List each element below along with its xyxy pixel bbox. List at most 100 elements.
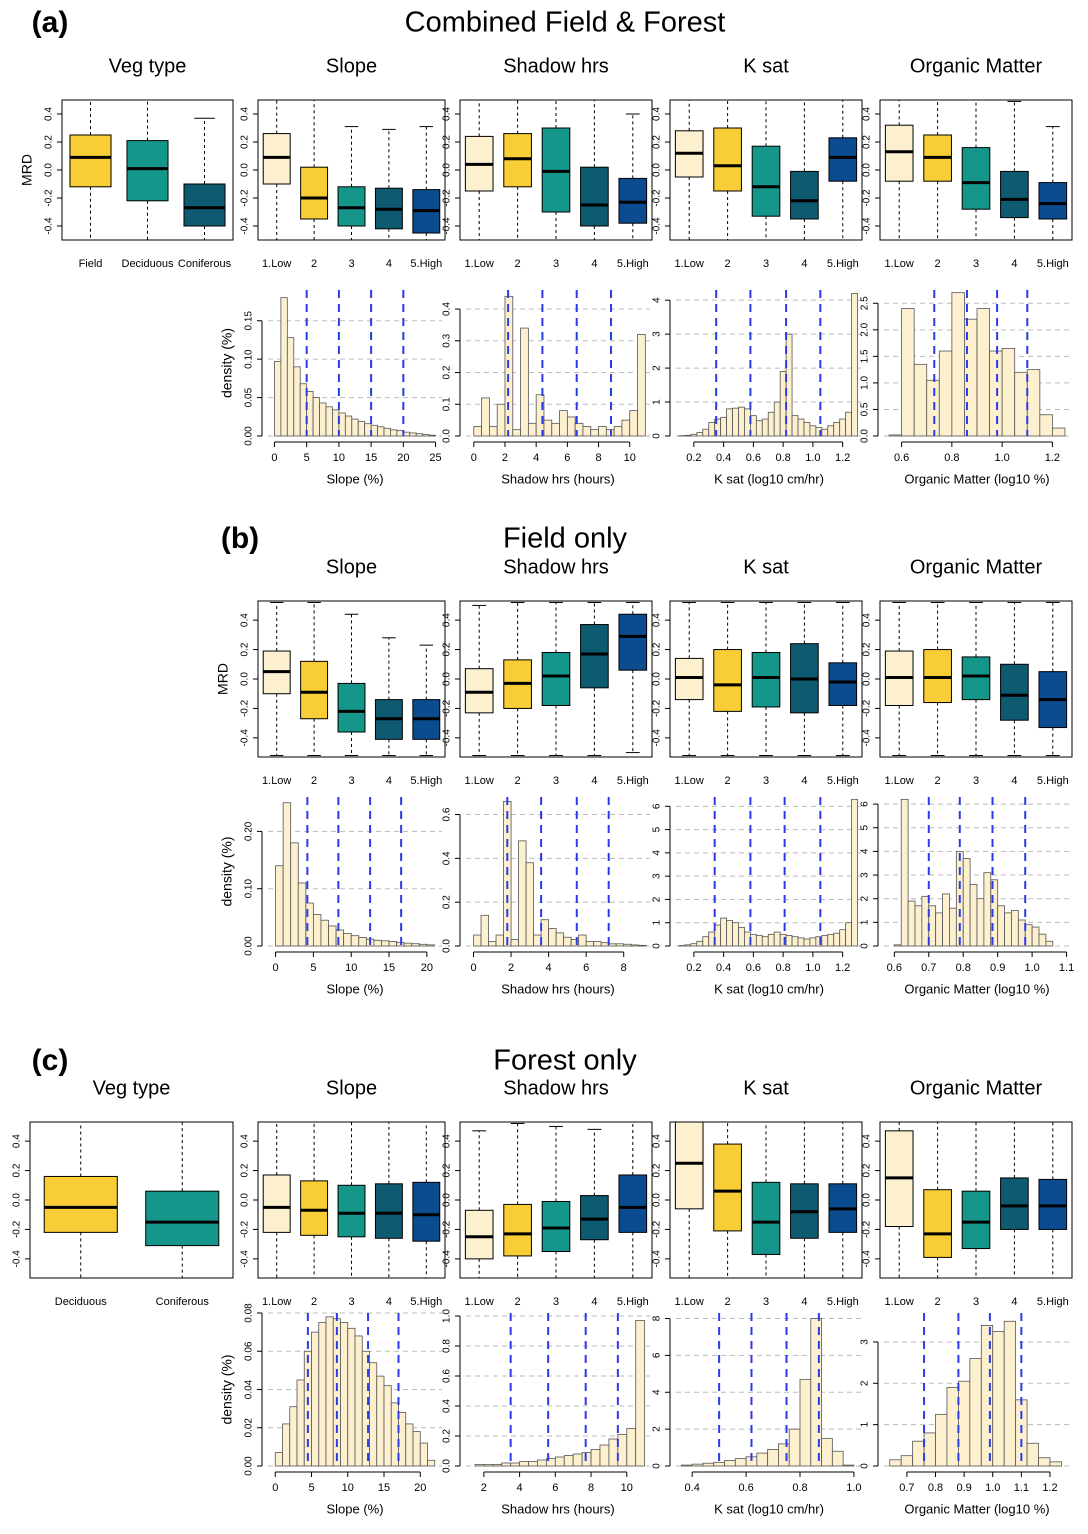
y-tick-label: 4: [652, 297, 663, 303]
x-tick-label: 1.Low: [465, 1296, 494, 1308]
bar: [623, 943, 632, 947]
bar: [831, 1450, 844, 1467]
bar: [785, 333, 793, 437]
bar: [325, 1316, 334, 1467]
y-tick-label: -0.4: [240, 1250, 251, 1268]
chart-title: Organic Matter: [910, 55, 1043, 77]
bar: [788, 1428, 801, 1467]
y-tick-label: 1: [860, 1421, 871, 1427]
y-tick-label: 8: [652, 1315, 663, 1321]
x-tick-label: 3: [348, 1296, 354, 1308]
bar: [613, 426, 623, 437]
y-tick-label: 0.2: [442, 642, 453, 656]
bar: [845, 922, 852, 947]
bar: [969, 1358, 982, 1467]
bar: [274, 361, 282, 437]
bar: [381, 940, 390, 947]
y-tick-label: 0: [652, 433, 663, 439]
x-tick-label: 0.6: [746, 452, 761, 464]
y-tick-label: 0: [860, 1463, 871, 1469]
x-tick-label: 3: [973, 775, 979, 787]
bar: [851, 292, 858, 437]
y-axis-label: MRD: [19, 154, 35, 186]
x-tick-label: 1.0: [994, 452, 1009, 464]
bar: [1001, 347, 1016, 437]
x-axis-label: Shadow hrs (hours): [501, 1501, 614, 1516]
bar: [1014, 371, 1028, 437]
x-tick-label: 10: [342, 1482, 354, 1494]
box: [300, 660, 329, 720]
y-tick-label: 3: [860, 872, 871, 878]
bar: [585, 941, 595, 947]
bar: [335, 929, 345, 947]
box: [828, 137, 858, 182]
bar: [702, 1462, 715, 1467]
x-tick-label: 2: [935, 1296, 941, 1308]
bar: [412, 1431, 421, 1467]
bar: [809, 425, 817, 437]
x-tick-label: 8: [588, 1482, 594, 1494]
y-tick-label: 6: [860, 801, 871, 807]
bar: [914, 905, 923, 947]
bar: [821, 428, 829, 437]
x-tick-label: 1.Low: [885, 258, 914, 270]
bar: [559, 410, 568, 437]
bar: [755, 420, 763, 437]
plot-frame: [669, 1121, 863, 1279]
box: [43, 1175, 118, 1233]
box: [713, 1143, 742, 1232]
bar: [390, 1402, 399, 1467]
x-tick-label: 1.Low: [675, 258, 704, 270]
chart-title: Shadow hrs: [503, 1077, 609, 1099]
x-axis-label: Organic Matter (log10 %): [904, 471, 1049, 486]
y-tick-label: 3: [860, 1339, 871, 1345]
x-tick-label: 0.4: [716, 452, 731, 464]
y-tick-label: 0.0: [652, 163, 663, 177]
bar: [810, 1318, 822, 1467]
plot-frame: [879, 1121, 1073, 1279]
x-tick-label: 1.Low: [885, 1296, 914, 1308]
y-axis-label: density (%): [219, 836, 235, 906]
bar: [696, 940, 704, 947]
bar: [566, 416, 576, 437]
y-tick-label: 0.06: [244, 1341, 255, 1361]
y-tick-label: 0.8: [442, 1339, 453, 1353]
bar: [578, 934, 587, 947]
bar: [907, 900, 916, 947]
plot-frame: [459, 99, 653, 241]
x-tick-label: 10: [345, 962, 357, 974]
bar: [713, 1461, 725, 1467]
x-tick-label: 4: [386, 775, 392, 787]
y-tick-label: 0.2: [442, 1429, 453, 1443]
y-tick-label: 0.2: [442, 135, 453, 149]
bar: [756, 1452, 769, 1467]
y-tick-label: 1: [652, 920, 663, 926]
bar: [319, 402, 327, 437]
x-tick-label: 1.0: [985, 1482, 1000, 1494]
y-tick-label: -0.4: [442, 1250, 453, 1268]
x-tick-label: 1.Low: [262, 775, 291, 787]
y-tick-label: 0.08: [244, 1303, 255, 1323]
y-tick-label: -0.2: [862, 189, 873, 207]
bar: [1026, 369, 1041, 437]
x-tick-label: 0.8: [928, 1482, 943, 1494]
plot-frame: [459, 600, 653, 758]
bar: [935, 912, 943, 947]
y-tick-label: 0.0: [240, 163, 251, 177]
panel-label: (a): [32, 6, 69, 39]
x-tick-label: 15: [383, 962, 395, 974]
bar: [483, 1464, 494, 1467]
bar: [535, 394, 545, 437]
y-tick-label: 0.1: [442, 397, 453, 411]
bar: [696, 432, 704, 437]
x-tick-label: 15: [365, 452, 377, 464]
y-tick-label: 0.2: [442, 1163, 453, 1177]
y-tick-label: 0.4: [12, 1134, 23, 1148]
y-tick-label: 0.4: [862, 107, 873, 121]
y-tick-label: -0.4: [442, 217, 453, 235]
bar: [551, 422, 560, 437]
y-tick-label: 3: [652, 331, 663, 337]
bar: [691, 1463, 704, 1467]
chart-title: Slope: [326, 55, 377, 77]
y-tick-label: 0.2: [12, 1163, 23, 1177]
